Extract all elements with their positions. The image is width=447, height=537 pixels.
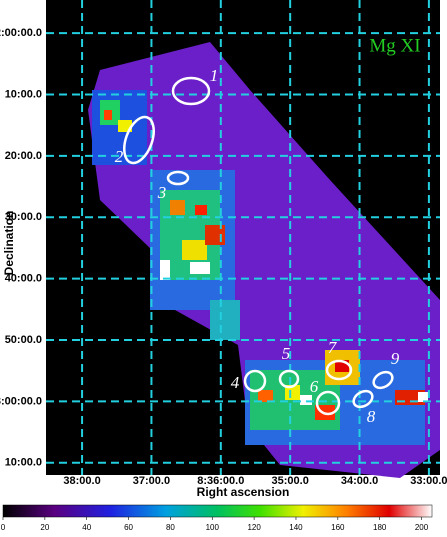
regions bbox=[123, 76, 394, 416]
region-ellipse bbox=[171, 76, 211, 106]
y-tick-label: 20:00.0 bbox=[5, 150, 42, 162]
colorbar-tick-label: 140 bbox=[289, 523, 303, 532]
x-axis-label: Right ascension bbox=[197, 485, 290, 499]
y-tick-label: -42:00:00.0 bbox=[0, 27, 42, 39]
region-ellipse bbox=[352, 389, 374, 409]
y-tick-label: 50:00.0 bbox=[5, 334, 42, 346]
region-ellipse bbox=[278, 369, 300, 389]
region-label: 3 bbox=[157, 183, 167, 202]
region-label: 4 bbox=[231, 373, 240, 392]
colorbar-tick-label: 60 bbox=[124, 523, 133, 532]
region-label: 5 bbox=[282, 344, 291, 363]
x-tick-label: 33:00.0 bbox=[410, 475, 447, 487]
region-label: 6 bbox=[310, 377, 319, 396]
x-tick-label: 34:00.0 bbox=[341, 475, 378, 487]
colorbar-tick-label: 20 bbox=[40, 523, 49, 532]
x-tick-label: 37:00.0 bbox=[133, 475, 170, 487]
colorbar-tick-label: 80 bbox=[166, 523, 175, 532]
colorbar-tick-label: 0 bbox=[1, 523, 6, 532]
colorbar bbox=[2, 504, 433, 518]
y-tick-label: 10:00.0 bbox=[5, 88, 42, 100]
y-tick-label: 30:00.0 bbox=[5, 211, 42, 223]
region-ellipse bbox=[315, 390, 341, 416]
region-label: 9 bbox=[391, 349, 400, 368]
x-tick-label: 38:00.0 bbox=[63, 475, 100, 487]
region-ellipse bbox=[166, 170, 190, 186]
x-tick-label: 8:36:00.0 bbox=[197, 475, 244, 487]
region-label: 8 bbox=[367, 407, 376, 426]
y-tick-label: -43:00:00.0 bbox=[0, 395, 42, 407]
chart-title: Mg XI bbox=[369, 35, 420, 56]
y-tick-label: 10:00.0 bbox=[5, 457, 42, 469]
colorbar-tick-label: 40 bbox=[82, 523, 91, 532]
grid bbox=[46, 0, 440, 475]
colorbar-tick-label: 120 bbox=[247, 523, 261, 532]
colorbar-tick-label: 180 bbox=[373, 523, 387, 532]
y-tick-label: 40:00.0 bbox=[5, 273, 42, 285]
region-ellipse bbox=[243, 369, 267, 393]
region-label: 2 bbox=[115, 147, 124, 166]
region-ellipse bbox=[325, 359, 353, 381]
region-label: 7 bbox=[328, 338, 338, 357]
colorbar-tick-label: 100 bbox=[206, 523, 220, 532]
region-label: 1 bbox=[210, 66, 219, 85]
region-ellipse bbox=[123, 115, 155, 165]
region-ellipse bbox=[372, 370, 394, 390]
colorbar-tick-label: 160 bbox=[331, 523, 345, 532]
colorbar-tick-label: 200 bbox=[415, 523, 429, 532]
x-tick-label: 35:00.0 bbox=[272, 475, 309, 487]
y-axis-label: Declination bbox=[2, 211, 16, 276]
